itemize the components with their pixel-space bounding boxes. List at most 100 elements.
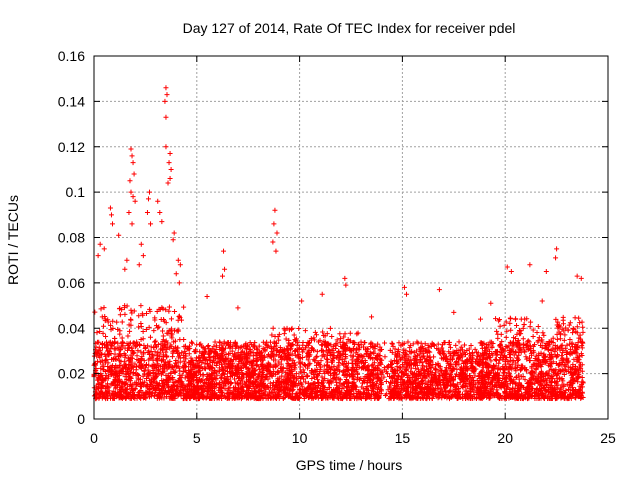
data-point xyxy=(550,391,556,397)
data-point xyxy=(241,389,247,395)
data-point xyxy=(336,362,342,368)
data-point xyxy=(322,370,328,376)
data-point xyxy=(519,392,525,398)
data-point xyxy=(497,323,503,329)
data-point xyxy=(103,342,109,348)
data-point xyxy=(502,359,508,365)
data-point xyxy=(539,337,545,343)
data-point xyxy=(168,364,174,370)
data-point xyxy=(418,388,424,394)
data-point xyxy=(350,380,356,386)
data-point xyxy=(569,340,575,346)
data-point xyxy=(296,325,302,331)
data-point xyxy=(267,368,273,374)
data-point xyxy=(427,349,433,355)
data-point xyxy=(181,336,187,342)
data-point xyxy=(204,394,210,400)
data-point xyxy=(108,345,114,351)
data-point xyxy=(251,343,257,349)
data-point xyxy=(140,329,146,335)
data-point xyxy=(572,378,578,384)
data-point xyxy=(225,369,231,375)
data-point xyxy=(545,372,551,378)
data-point xyxy=(154,308,160,314)
data-point xyxy=(526,391,532,397)
data-point xyxy=(575,340,581,346)
data-point xyxy=(245,356,251,362)
data-point xyxy=(440,378,446,384)
data-point xyxy=(253,358,259,364)
data-point xyxy=(105,384,111,390)
data-point xyxy=(390,343,396,349)
data-point xyxy=(568,382,574,388)
data-point xyxy=(183,356,189,362)
data-point xyxy=(378,382,384,388)
data-point xyxy=(190,392,196,398)
data-point xyxy=(348,353,354,359)
data-point xyxy=(426,366,432,372)
data-point xyxy=(497,357,503,363)
data-point xyxy=(235,373,241,379)
data-point xyxy=(186,359,192,365)
data-point xyxy=(175,354,181,360)
data-point xyxy=(579,362,585,368)
data-point xyxy=(416,367,422,373)
data-point xyxy=(399,395,405,401)
data-point xyxy=(414,348,420,354)
data-point xyxy=(233,367,239,373)
data-point xyxy=(524,339,530,345)
data-point xyxy=(514,323,520,329)
data-point xyxy=(564,342,570,348)
data-point xyxy=(255,396,261,402)
data-point xyxy=(371,350,377,356)
data-point xyxy=(191,349,197,355)
data-point xyxy=(472,366,478,372)
data-point xyxy=(265,343,271,349)
data-point xyxy=(285,353,291,359)
data-point xyxy=(360,378,366,384)
data-point xyxy=(377,360,383,366)
data-point xyxy=(184,346,190,352)
data-point xyxy=(197,371,203,377)
data-point xyxy=(301,347,307,353)
data-point xyxy=(462,342,468,348)
data-point xyxy=(563,349,569,355)
data-point xyxy=(500,375,506,381)
data-point xyxy=(100,393,106,399)
data-point xyxy=(356,355,362,361)
data-point xyxy=(226,351,232,357)
data-point xyxy=(528,388,534,394)
data-point xyxy=(243,371,249,377)
data-point xyxy=(151,345,157,351)
data-point xyxy=(181,386,187,392)
data-point xyxy=(488,389,494,395)
data-point xyxy=(351,377,357,383)
data-point xyxy=(264,365,270,371)
data-point xyxy=(156,324,162,330)
data-point xyxy=(208,358,214,364)
data-point xyxy=(419,360,425,366)
data-point xyxy=(95,358,101,364)
data-point xyxy=(384,364,390,370)
data-point xyxy=(284,373,290,379)
data-point xyxy=(179,317,185,323)
data-point xyxy=(262,341,268,347)
data-point xyxy=(119,379,125,385)
data-point xyxy=(333,341,339,347)
data-point xyxy=(281,331,287,337)
data-point xyxy=(247,340,253,346)
data-point xyxy=(571,377,577,383)
data-point xyxy=(377,346,383,352)
data-point xyxy=(566,387,572,393)
data-point xyxy=(470,350,476,356)
data-point xyxy=(222,360,228,366)
data-point xyxy=(423,359,429,365)
data-point xyxy=(259,364,265,370)
data-point xyxy=(503,334,509,340)
data-point xyxy=(301,395,307,401)
data-point xyxy=(548,395,554,401)
data-point xyxy=(579,368,585,374)
data-point xyxy=(143,362,149,368)
data-point xyxy=(456,393,462,399)
data-point xyxy=(392,375,398,381)
